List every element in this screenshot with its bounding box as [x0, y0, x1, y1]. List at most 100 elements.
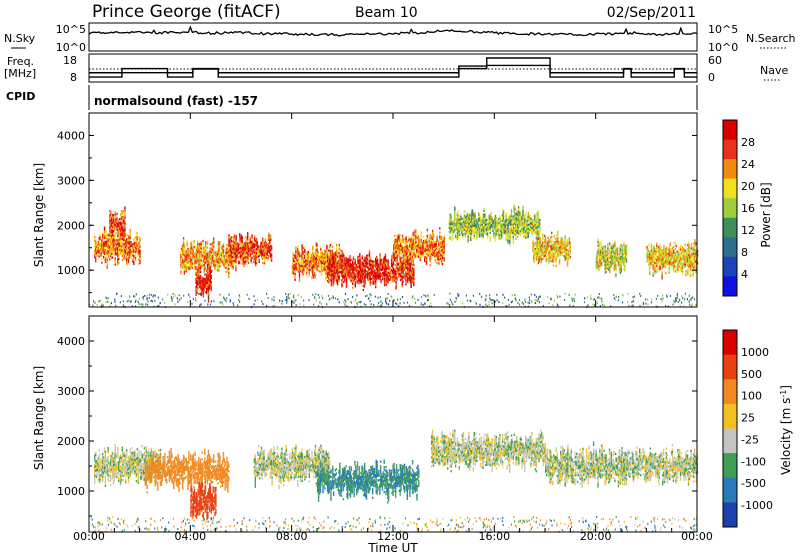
data-cell — [348, 269, 350, 272]
data-cell — [459, 222, 461, 226]
data-cell — [349, 273, 351, 276]
data-cell — [262, 237, 264, 240]
data-cell — [523, 234, 525, 238]
data-cell — [197, 272, 199, 276]
data-cell — [367, 272, 370, 275]
data-cell — [247, 246, 249, 249]
data-cell — [555, 256, 557, 259]
data-cell — [420, 247, 422, 250]
data-cell — [332, 262, 334, 265]
data-cell — [231, 258, 234, 261]
data-cell — [352, 264, 354, 267]
data-cell — [294, 264, 296, 267]
data-cell — [187, 255, 189, 258]
data-cell — [557, 236, 559, 240]
data-cell — [476, 233, 478, 236]
data-cell — [568, 249, 571, 252]
data-cell — [413, 252, 415, 255]
data-cell — [327, 255, 329, 258]
data-cell — [367, 270, 370, 273]
data-cell — [356, 267, 358, 270]
data-cell — [253, 259, 255, 262]
data-cell — [312, 256, 315, 259]
data-cell — [453, 224, 455, 227]
data-cell — [110, 231, 112, 234]
data-cell — [473, 228, 475, 231]
data-cell — [381, 268, 383, 272]
data-cell — [491, 220, 493, 223]
data-cell — [462, 229, 464, 232]
data-cell — [338, 264, 341, 267]
data-cell — [435, 255, 437, 258]
data-cell — [301, 258, 303, 261]
data-cell — [467, 223, 469, 226]
data-cell — [217, 265, 219, 268]
data-cell — [467, 219, 469, 222]
data-cell — [431, 241, 433, 244]
data-cell — [196, 287, 198, 290]
data-cell — [509, 237, 512, 240]
data-cell — [401, 248, 403, 252]
data-cell — [404, 260, 406, 263]
data-cell — [404, 250, 406, 253]
data-cell — [408, 251, 410, 254]
data-cell — [535, 244, 538, 247]
data-cell — [242, 246, 244, 249]
data-cell — [595, 259, 598, 262]
data-cell — [386, 271, 388, 274]
data-cell — [323, 259, 325, 262]
data-cell — [206, 285, 208, 288]
data-cell — [382, 268, 384, 271]
data-cell — [233, 249, 236, 252]
data-cell — [202, 256, 204, 259]
data-cell — [475, 223, 477, 226]
data-cell — [229, 258, 231, 262]
data-cell — [405, 277, 407, 280]
data-cell — [558, 252, 561, 255]
data-cell — [298, 271, 301, 274]
data-cell — [341, 279, 343, 282]
data-cell — [595, 265, 598, 268]
data-cell — [400, 277, 403, 280]
data-cell — [410, 285, 412, 288]
data-cell — [527, 213, 529, 216]
data-cell — [134, 254, 137, 257]
data-cell — [394, 280, 396, 283]
data-cell — [136, 244, 138, 247]
data-cell — [469, 218, 471, 221]
data-cell — [526, 219, 529, 222]
data-cell — [408, 274, 411, 277]
data-cell — [440, 252, 443, 255]
data-cell — [500, 229, 502, 233]
data-cell — [349, 267, 351, 270]
data-cell — [508, 219, 510, 223]
data-cell — [201, 279, 203, 282]
data-cell — [206, 279, 209, 283]
data-cell — [472, 224, 475, 227]
data-cell — [361, 275, 364, 278]
data-cell — [304, 252, 306, 255]
data-cell — [424, 252, 427, 255]
data-cell — [228, 265, 230, 268]
data-cell — [194, 260, 196, 263]
data-cell — [95, 248, 98, 251]
data-cell — [507, 219, 509, 222]
data-cell — [325, 270, 327, 273]
data-cell — [320, 253, 323, 256]
data-cell — [413, 273, 415, 276]
data-cell — [251, 234, 253, 237]
data-cell — [369, 277, 372, 280]
data-cell — [566, 263, 569, 266]
data-cell — [406, 266, 408, 270]
data-cell — [205, 249, 207, 252]
data-cell — [382, 272, 384, 275]
data-cell — [206, 246, 209, 249]
data-cell — [438, 244, 440, 247]
data-cell — [461, 229, 463, 232]
data-cell — [203, 282, 205, 285]
data-cell — [327, 279, 329, 283]
data-cell — [127, 259, 130, 262]
data-cell — [452, 229, 454, 232]
data-cell — [135, 235, 138, 239]
data-cell — [292, 252, 294, 255]
